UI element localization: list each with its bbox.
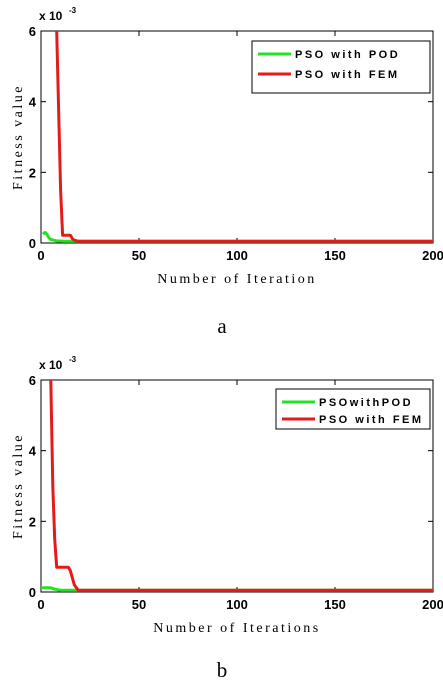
x-tick-label: 200 xyxy=(422,597,443,612)
y-scale-multiplier: x 10 xyxy=(39,9,63,23)
x-tick-label: 150 xyxy=(324,248,346,263)
x-axis-label: Number of Iterations xyxy=(153,621,320,636)
legend: PSO with POD PSO with FEM xyxy=(251,40,431,94)
y-tick-label: 0 xyxy=(29,585,36,600)
y-tick-label: 2 xyxy=(29,514,36,529)
y-scale-multiplier: x 10 xyxy=(39,358,63,372)
y-tick-label: 2 xyxy=(29,165,36,180)
x-tick-label: 50 xyxy=(132,248,146,263)
y-tick-label: 0 xyxy=(29,236,36,251)
x-tick-label: 200 xyxy=(422,248,443,263)
x-tick-label: 100 xyxy=(226,248,248,263)
y-scale-exponent: -3 xyxy=(69,355,77,364)
series-line xyxy=(49,380,433,592)
x-tick-label: 50 xyxy=(132,597,146,612)
x-axis-label: Number of Iteration xyxy=(157,272,316,287)
legend-box xyxy=(251,40,431,94)
y-tick-label: 6 xyxy=(29,373,36,388)
panel-label: b xyxy=(217,658,228,682)
legend-box xyxy=(275,388,431,430)
y-tick-label: 4 xyxy=(29,95,37,110)
x-tick-label: 0 xyxy=(37,248,44,263)
legend-label: PSO with POD xyxy=(295,49,400,61)
series-line xyxy=(55,31,433,243)
legend: PSOwithPOD PSO with FEM xyxy=(275,388,431,430)
y-axis-label: Fitness value xyxy=(11,84,26,190)
y-axis-label: Fitness value xyxy=(11,433,26,539)
legend-label: PSO with FEM xyxy=(295,69,400,81)
legend-label: PSO with FEM xyxy=(319,414,424,426)
y-tick-label: 6 xyxy=(29,24,36,39)
panel-label: a xyxy=(217,314,227,338)
y-scale-exponent: -3 xyxy=(69,6,77,15)
series-line xyxy=(41,230,433,243)
y-tick-label: 4 xyxy=(29,444,37,459)
x-tick-label: 100 xyxy=(226,597,248,612)
chart-panel-b: 0 50 100 150 200 0 2 4 6x 10 -3 PSOwithPOD PSO with… xyxy=(11,355,443,682)
x-tick-label: 0 xyxy=(37,597,44,612)
x-tick-label: 150 xyxy=(324,597,346,612)
legend-label: PSOwithPOD xyxy=(319,397,413,409)
